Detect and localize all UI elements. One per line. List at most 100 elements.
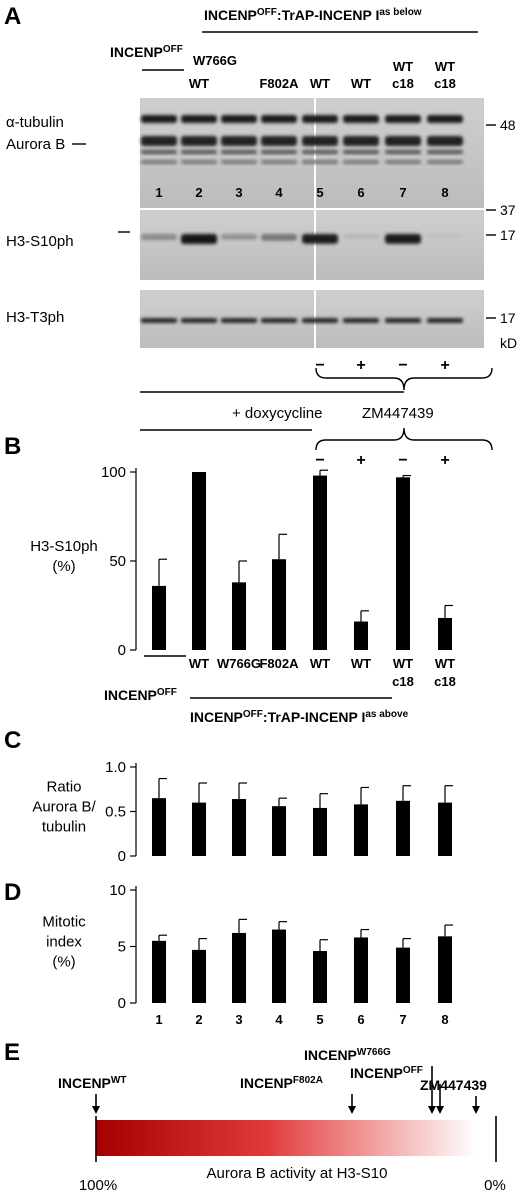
panel-e-label-4: INCENPOFF (350, 1065, 423, 1082)
mw-unit: kD (500, 335, 517, 351)
activity-gradient-bar (96, 1120, 476, 1156)
label-h3s10: H3-S10ph (6, 233, 74, 250)
band-aurora-minor2-7 (385, 160, 421, 164)
band-h3s10-2 (181, 234, 217, 244)
chart-d-bar-2 (192, 949, 206, 1003)
panel-a-zm-label: ZM447439 (362, 405, 434, 422)
band-aurora-minor2-6 (343, 160, 379, 164)
chart-d-bar-8 (438, 936, 452, 1003)
band-aurora-minor-8 (427, 150, 463, 154)
band-h3s10-4 (261, 234, 297, 241)
chart-d-ytick-label-2: 10 (109, 882, 126, 899)
band-h3t3-7 (385, 318, 421, 323)
band-h3s10-6 (343, 234, 379, 239)
panel-c-letter: C (4, 727, 21, 754)
chart-c-bar-4 (272, 806, 286, 856)
lane-label-bottom-4: F802A (259, 76, 299, 91)
band-aurora-4 (261, 136, 297, 146)
panel-b-sign-2: + (356, 452, 365, 469)
panel-b-xlabel-7: WT (393, 656, 413, 671)
lane-number-5: 5 (316, 185, 323, 200)
band-h3t3-5 (302, 318, 338, 323)
chart-b-bar-6 (354, 621, 368, 650)
lane-number-1: 1 (155, 185, 162, 200)
panel-e-label-5: ZM447439 (420, 1077, 487, 1093)
chart-c-ylabel-line-0: Ratio (46, 779, 81, 796)
mw-37: 37 (500, 202, 516, 218)
panel-b-xlabel2-8: c18 (434, 674, 456, 689)
panel-a-header: INCENPOFF:TrAP-INCENP Ias below (204, 7, 422, 24)
lane-label-bottom-2: WT (189, 76, 209, 91)
band-aurora-minor-6 (343, 150, 379, 154)
chart-b-ylabel-line-1: (%) (52, 558, 75, 575)
panel-e-arrow-head-3 (428, 1106, 436, 1114)
band-tubulin-6 (343, 115, 379, 123)
panel-d-xtick-6: 6 (357, 1012, 364, 1027)
panel-d-xtick-5: 5 (316, 1012, 323, 1027)
band-h3t3-2 (181, 318, 217, 323)
lane-label-bottom-5: WT (310, 76, 330, 91)
band-aurora-3 (221, 136, 257, 146)
panel-b-sign-1: − (315, 452, 324, 469)
lane-label-top-7: WT (393, 59, 413, 74)
panel-b-xlabel-3: W766G (217, 656, 261, 671)
panel-a-sign-4: + (440, 357, 449, 374)
panel-d-letter: D (4, 879, 21, 906)
activity-left-end: 100% (79, 1177, 117, 1193)
lane-number-6: 6 (357, 185, 364, 200)
mw-17b: 17 (500, 310, 516, 326)
panel-d-xtick-1: 1 (155, 1012, 162, 1027)
panel-b-sign-3: − (398, 452, 407, 469)
panel-e-label-2: INCENPF802A (240, 1075, 323, 1092)
panel-b-xlabel-5: WT (310, 656, 330, 671)
chart-c-bar-7 (396, 800, 410, 856)
lane-label-top-8: WT (435, 59, 455, 74)
lane-number-7: 7 (399, 185, 406, 200)
band-tubulin-4 (261, 115, 297, 123)
panel-a-sign-2: + (356, 357, 365, 374)
chart-c-ytick-label-1: 0.5 (105, 804, 126, 821)
band-aurora-7 (385, 136, 421, 146)
panel-d-xtick-2: 2 (195, 1012, 202, 1027)
panel-b-xlabel-8: WT (435, 656, 455, 671)
chart-d-bar-7 (396, 947, 410, 1003)
lane-label-bottom-7: c18 (392, 76, 414, 91)
label-tubulin: α-tubulin (6, 114, 64, 131)
chart-d-bar-6 (354, 937, 368, 1003)
panel-a-dox-label: + doxycycline (232, 405, 322, 422)
panel-e-arrow-head-2 (348, 1106, 356, 1114)
band-tubulin-5 (302, 115, 338, 123)
activity-right-end: 0% (484, 1177, 506, 1193)
panel-e-arrow-head-5 (472, 1106, 480, 1114)
chart-b-bar-7 (396, 477, 410, 650)
band-aurora-minor2-5 (302, 160, 338, 164)
chart-d-bar-5 (313, 951, 327, 1003)
band-h3t3-4 (261, 318, 297, 323)
panel-b-xlabel2-7: c18 (392, 674, 414, 689)
chart-c-bar-8 (438, 802, 452, 856)
lane-number-8: 8 (441, 185, 448, 200)
band-tubulin-2 (181, 115, 217, 123)
panel-e-arrow-head-4 (436, 1106, 444, 1114)
panel-a-zm-brace (315, 367, 493, 391)
band-aurora-minor2-1 (141, 160, 177, 164)
chart-b-ytick-label-0: 0 (118, 642, 126, 659)
chart-d-ylabel-line-0: Mitotic (42, 914, 86, 931)
band-aurora-minor-3 (221, 150, 257, 154)
chart-b-bar-1 (152, 585, 166, 650)
band-h3s10-3 (221, 234, 257, 240)
panel-b-letter: B (4, 433, 21, 460)
band-aurora-6 (343, 136, 379, 146)
lane-label-bottom-6: WT (351, 76, 371, 91)
panel-a-sign-1: − (315, 357, 324, 374)
band-h3s10-1 (141, 234, 177, 241)
band-tubulin-8 (427, 115, 463, 123)
chart-b-bar-4 (272, 559, 286, 650)
chart-c-bar-1 (152, 798, 166, 856)
panel-b-xlabel-6: WT (351, 656, 371, 671)
panel-d-xtick-8: 8 (441, 1012, 448, 1027)
chart-c-bar-5 (313, 807, 327, 856)
chart-c-bar-3 (232, 799, 246, 856)
band-aurora-minor2-3 (221, 160, 257, 164)
